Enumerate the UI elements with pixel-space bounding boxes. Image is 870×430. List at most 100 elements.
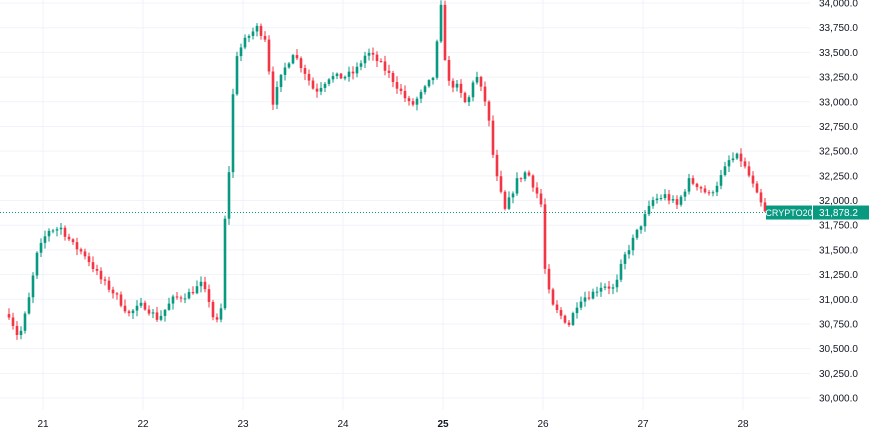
candle <box>627 244 631 259</box>
candle <box>455 80 459 92</box>
candle-body <box>183 298 187 300</box>
candle-body <box>87 256 91 263</box>
candle-body <box>659 198 663 200</box>
candle-body <box>119 294 123 306</box>
candle-body <box>251 31 255 36</box>
candle <box>15 321 19 340</box>
x-tick-label: 26 <box>537 419 549 430</box>
candle-body <box>115 293 119 295</box>
x-tick-label: 22 <box>137 419 149 430</box>
y-tick-label: 30,750.0 <box>819 319 858 330</box>
candle <box>603 283 607 291</box>
candle <box>363 51 367 69</box>
candle <box>739 148 743 168</box>
candle-body <box>67 236 71 240</box>
candle-body <box>383 61 387 71</box>
candle-body <box>691 178 695 184</box>
y-tick-label: 33,250.0 <box>819 73 858 84</box>
candle <box>439 0 443 44</box>
candle-body <box>479 76 483 87</box>
candle-body <box>71 239 75 243</box>
candle <box>295 49 299 61</box>
candle-body <box>735 153 739 159</box>
candle <box>171 294 175 310</box>
candle-body <box>403 90 407 99</box>
candle-body <box>323 83 327 88</box>
candle <box>715 181 719 197</box>
candle-body <box>715 185 719 193</box>
candle-body <box>147 309 151 314</box>
candle-body <box>339 73 343 79</box>
candle <box>155 306 159 322</box>
candle <box>343 75 347 81</box>
candle-body <box>703 188 707 193</box>
candle <box>367 48 371 61</box>
candle <box>447 55 451 86</box>
candle-body <box>671 199 675 201</box>
y-tick-label: 33,000.0 <box>819 97 858 108</box>
candle-body <box>15 325 19 335</box>
candle-body <box>167 303 171 310</box>
candle <box>495 149 499 181</box>
candle-body <box>567 322 571 325</box>
candle-body <box>291 55 295 64</box>
candle-body <box>707 192 711 194</box>
candle-body <box>351 71 355 74</box>
candle <box>411 98 415 107</box>
candle <box>7 308 11 320</box>
candle <box>595 286 599 297</box>
candle <box>475 71 479 85</box>
candle <box>711 190 715 197</box>
y-tick-label: 32,250.0 <box>819 171 858 182</box>
candle <box>95 264 99 276</box>
candle-body <box>279 74 283 88</box>
candle-body <box>591 291 595 299</box>
candle <box>527 170 531 177</box>
candle-body <box>759 192 763 203</box>
candle <box>735 152 739 160</box>
candle <box>235 51 239 96</box>
candle <box>79 247 83 255</box>
candle <box>47 228 51 242</box>
candle <box>211 299 215 321</box>
candle <box>27 292 31 315</box>
candle <box>663 189 667 201</box>
candle <box>311 77 315 90</box>
y-tick-label: 33,500.0 <box>819 48 858 59</box>
candle <box>335 72 339 80</box>
candle-body <box>331 76 335 80</box>
candle <box>267 35 271 75</box>
candle <box>599 282 603 297</box>
candle <box>383 55 387 76</box>
candle-body <box>627 250 631 255</box>
candle-body <box>431 77 435 81</box>
candle <box>151 308 155 319</box>
y-tick-label: 31,750.0 <box>819 221 858 232</box>
candle <box>107 276 111 293</box>
candle <box>587 291 591 301</box>
candle-body <box>603 286 607 288</box>
candle-body <box>263 35 267 40</box>
candle-body <box>35 252 39 276</box>
candle-body <box>367 52 371 56</box>
candle-body <box>559 310 563 316</box>
candle <box>219 303 223 323</box>
candle <box>179 295 183 303</box>
candle <box>159 310 163 322</box>
candle-body <box>83 251 87 257</box>
candle <box>483 81 487 106</box>
candle <box>259 23 263 40</box>
candle-body <box>375 54 379 62</box>
candle <box>227 166 231 225</box>
candle <box>91 256 95 273</box>
candle-body <box>243 37 247 48</box>
candle <box>531 174 535 192</box>
candle <box>659 194 663 201</box>
candle <box>239 43 243 62</box>
candle-body <box>531 175 535 188</box>
candle-body <box>755 183 759 193</box>
candle <box>415 96 419 111</box>
candle-body <box>347 71 351 77</box>
